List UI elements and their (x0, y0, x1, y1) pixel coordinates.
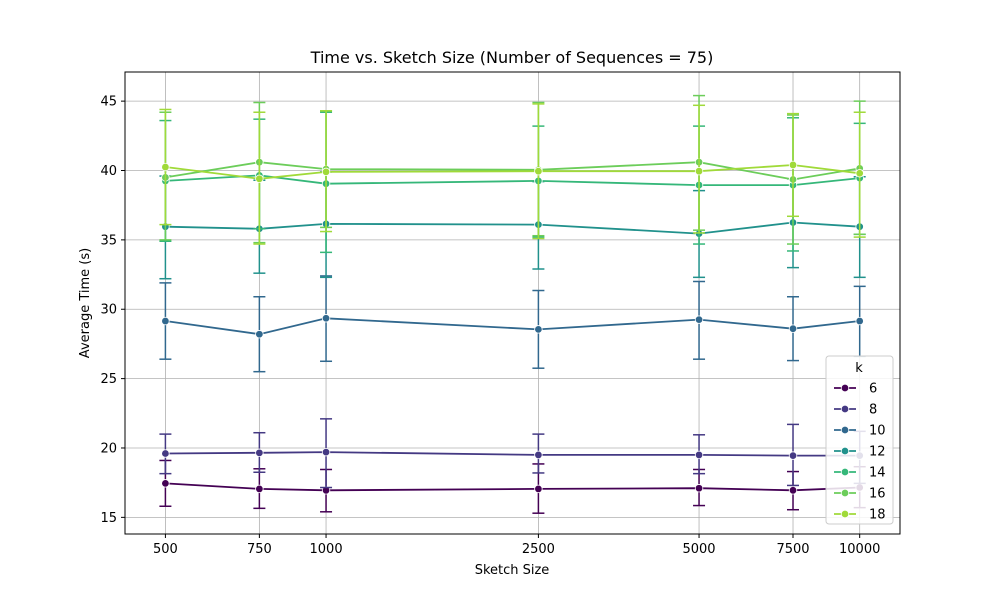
x-tick-label: 2500 (522, 542, 555, 557)
y-axis-label: Average Time (s) (78, 248, 93, 358)
data-point (255, 330, 264, 339)
legend: k 6 8 10 12 14 16 18 (825, 355, 894, 525)
legend-entry: 6 (834, 382, 877, 397)
legend-entry: 8 (834, 403, 877, 418)
data-point (255, 174, 264, 184)
legend-label: 14 (869, 466, 886, 481)
data-point (321, 314, 331, 323)
legend-label: 12 (869, 445, 886, 460)
plot-frame (124, 71, 901, 535)
legend-title: k (855, 361, 863, 376)
series-layer (159, 94, 866, 514)
data-point (694, 450, 704, 460)
legend-entry: 14 (834, 466, 886, 481)
data-point (694, 315, 704, 324)
y-tick-label: 25 (100, 372, 117, 387)
data-point (855, 169, 864, 178)
data-point (161, 316, 170, 326)
legend-box (825, 355, 894, 525)
y-tick-label: 40 (100, 164, 117, 179)
data-point (534, 166, 543, 176)
data-point (321, 167, 331, 177)
data-point (255, 448, 264, 458)
legend-label: 16 (869, 487, 886, 502)
x-axis-label: Sketch Size (475, 563, 550, 578)
data-point (534, 450, 543, 460)
y-tick-label: 20 (100, 441, 117, 456)
legend-entry: 16 (834, 487, 886, 502)
legend-marker (840, 488, 850, 498)
series-18 (159, 103, 866, 245)
data-point (855, 316, 864, 326)
legend-entry: 10 (834, 424, 886, 439)
x-tick-label: 750 (247, 542, 272, 557)
data-point (534, 484, 543, 494)
series-8 (159, 418, 866, 489)
data-point (534, 325, 543, 334)
data-point (255, 484, 264, 494)
data-point (694, 166, 704, 176)
y-tick-label: 45 (100, 95, 117, 110)
x-tick-label: 10000 (839, 542, 880, 557)
data-point (788, 486, 798, 495)
legend-label: 8 (869, 403, 877, 418)
data-point (788, 160, 798, 170)
series-10 (159, 275, 866, 373)
legend-label: 6 (869, 382, 877, 397)
axis-ticks: 500 750 1000 2500 5000 7500 10000 15 20 25 30 35 40 4… (100, 95, 880, 557)
legend-entry: 18 (834, 508, 886, 523)
data-point (161, 479, 170, 488)
data-point (788, 451, 798, 460)
data-point (788, 324, 798, 333)
y-tick-label: 15 (100, 511, 117, 526)
legend-entry: 12 (834, 445, 886, 460)
y-tick-label: 35 (100, 233, 117, 248)
x-tick-label: 500 (153, 542, 178, 557)
x-tick-label: 5000 (682, 542, 715, 557)
x-tick-label: 1000 (310, 542, 343, 557)
legend-marker (840, 509, 850, 519)
data-point (161, 449, 170, 458)
x-tick-label: 7500 (776, 542, 809, 557)
legend-marker (840, 383, 850, 393)
data-point (694, 484, 704, 493)
data-point (161, 162, 170, 172)
legend-marker (840, 467, 850, 477)
legend-marker (840, 425, 850, 435)
legend-marker (840, 446, 850, 456)
y-tick-label: 30 (100, 303, 117, 318)
chart-title: Time vs. Sketch Size (Number of Sequence… (310, 48, 714, 67)
legend-marker (840, 404, 850, 414)
legend-label: 10 (869, 424, 886, 439)
legend-label: 18 (869, 508, 886, 523)
data-point (321, 447, 331, 457)
